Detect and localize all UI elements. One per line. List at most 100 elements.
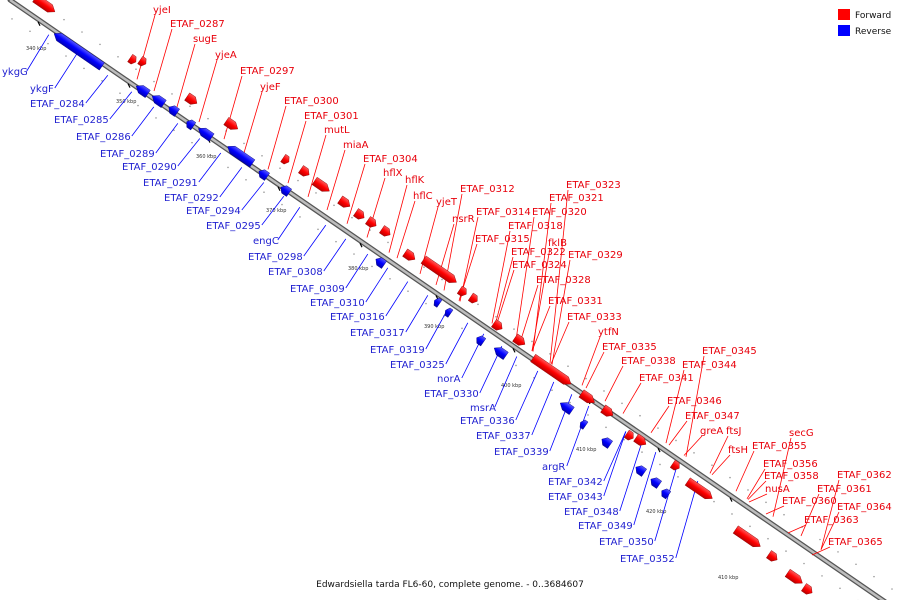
forward-gene-label: ftsH — [728, 445, 748, 456]
forward-leader — [495, 269, 515, 327]
forward-gene-label: ETAF_0331 — [548, 296, 603, 307]
reverse-leader — [241, 182, 265, 211]
reverse-leader — [603, 431, 627, 497]
forward-gene — [578, 389, 595, 404]
reverse-leader — [654, 466, 678, 542]
forward-arrow — [379, 225, 391, 237]
reverse-gene — [135, 85, 151, 98]
forward-arrow — [766, 550, 778, 562]
reverse-arrow — [198, 127, 215, 142]
forward-leader — [223, 75, 243, 140]
dot-marker — [155, 117, 157, 119]
dot-marker — [657, 427, 659, 429]
forward-leader — [787, 524, 807, 534]
forward-gene — [311, 176, 330, 192]
forward-leader — [772, 437, 792, 517]
dot-marker — [765, 501, 767, 504]
dot-marker — [783, 513, 785, 516]
dot-marker — [243, 142, 245, 145]
reverse-leader — [54, 53, 78, 89]
dot-marker — [693, 452, 695, 454]
forward-leader — [811, 546, 831, 556]
dot-marker — [173, 129, 175, 132]
reverse-arrow — [444, 307, 454, 318]
forward-gene-label: hflC — [413, 191, 433, 202]
legend-reverse-label: Reverse — [855, 27, 892, 37]
reverse-gene — [280, 185, 292, 197]
forward-arrow — [623, 429, 634, 441]
forward-gene-label: ETAF_0335 — [602, 342, 657, 353]
dot-marker — [711, 464, 713, 467]
forward-gene-label: ETAF_0321 — [549, 193, 604, 204]
forward-gene-label: sugE — [193, 34, 217, 45]
forward-gene — [184, 92, 198, 105]
reverse-gene-label: ETAF_0291 — [143, 178, 198, 189]
forward-arrow — [337, 195, 351, 208]
reverse-gene-label: ETAF_0343 — [548, 492, 603, 503]
reverse-gene-label: ETAF_0286 — [76, 132, 131, 143]
forward-gene-label: ETAF_0329 — [568, 250, 623, 261]
forward-gene-label: ETAF_0345 — [702, 346, 757, 357]
dot-marker — [11, 18, 13, 20]
forward-leader — [665, 369, 685, 444]
forward-gene — [467, 292, 478, 304]
dot-marker — [729, 476, 731, 479]
faint-markers — [11, 6, 893, 600]
reverse-leader — [494, 356, 518, 408]
forward-gene-label: nusA — [765, 484, 790, 495]
forward-leader — [515, 216, 535, 341]
forward-leader — [494, 256, 514, 326]
forward-leader — [549, 189, 569, 364]
forward-gene-label: ETAF_0300 — [284, 96, 339, 107]
dot-marker — [587, 414, 589, 416]
forward-gene-label: ETAF_0287 — [170, 19, 225, 30]
forward-gene-label: ETAF_0328 — [536, 275, 591, 286]
reverse-leader — [323, 238, 347, 272]
forward-gene-label: ETAF_0361 — [817, 484, 872, 495]
reverse-gene — [198, 127, 215, 142]
dot-marker — [279, 167, 281, 169]
dot-marker — [605, 426, 607, 429]
forward-arrow — [32, 0, 56, 13]
reverse-gene-label: ETAF_0316 — [330, 312, 385, 323]
forward-gene — [623, 429, 634, 441]
forward-leader — [307, 134, 327, 198]
forward-arrow — [456, 285, 467, 297]
reverse-gene — [375, 257, 387, 269]
reverse-gene-label: ETAF_0308 — [268, 267, 323, 278]
forward-gene-label: ETAF_0324 — [512, 260, 567, 271]
caption: Edwardsiella tarda FL6-60, complete geno… — [316, 580, 584, 590]
forward-leader — [747, 480, 767, 500]
forward-arrow — [127, 54, 137, 65]
reverse-arrow — [650, 477, 662, 489]
forward-leader — [531, 305, 551, 352]
forward-gene — [732, 525, 761, 548]
forward-gene-label: ytfN — [598, 327, 619, 338]
reverse-leader — [303, 224, 327, 257]
forward-arrow — [402, 248, 416, 261]
dot-marker — [423, 266, 425, 268]
forward-gene-label: ETAF_0360 — [782, 496, 837, 507]
reverse-leader — [531, 381, 555, 436]
reverse-gene-label: ETAF_0342 — [548, 477, 603, 488]
forward-leader — [519, 284, 539, 343]
forward-gene-label: ftsJ — [726, 426, 741, 437]
dot-marker — [513, 328, 515, 330]
dot-marker — [99, 43, 101, 46]
tick-label: 410 kbp — [718, 575, 738, 581]
reverse-gene-label: ETAF_0309 — [290, 284, 345, 295]
reverse-gene-label: ETAF_0294 — [186, 206, 241, 217]
forward-gene-label: hflX — [383, 168, 403, 179]
forward-arrow — [801, 583, 813, 595]
forward-gene-label: ETAF_0297 — [240, 66, 295, 77]
reverse-leader — [445, 322, 469, 365]
reverse-gene-label: ETAF_0317 — [350, 328, 405, 339]
reverse-gene-label: ETAF_0310 — [310, 298, 365, 309]
forward-gene — [766, 550, 778, 562]
dot-marker — [281, 203, 283, 206]
reverse-leader — [198, 152, 222, 183]
dot-marker — [641, 451, 643, 453]
reverse-gene — [476, 335, 487, 347]
forward-leader — [581, 336, 601, 386]
dot-marker — [119, 92, 121, 94]
